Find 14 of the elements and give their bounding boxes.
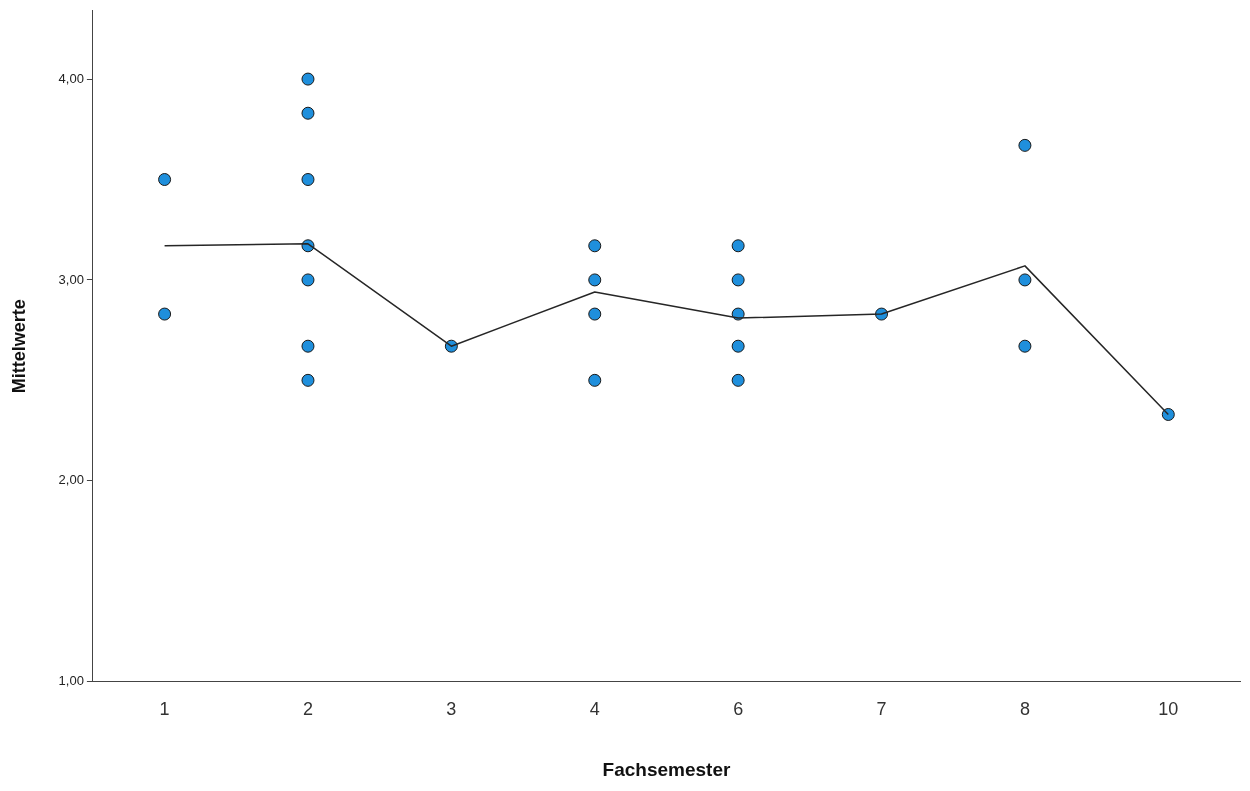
x-tick-label: 7: [876, 699, 887, 720]
x-tick-label: 10: [1158, 699, 1179, 720]
x-tick-label: 6: [733, 699, 744, 720]
x-tick-label: 3: [446, 699, 457, 720]
y-tick-label: 4,00: [58, 70, 84, 86]
y-axis-title: Mittelwerte: [8, 299, 29, 394]
y-tick-label: 3,00: [58, 271, 84, 287]
x-axis-title: Fachsemester: [602, 758, 731, 780]
y-tick-label: 1,00: [58, 673, 84, 689]
y-tick-label: 2,00: [58, 472, 84, 488]
x-tick-label: 2: [302, 699, 313, 720]
x-tick-label: 8: [1019, 699, 1030, 720]
x-tick-label: 4: [589, 699, 600, 720]
x-tick-label: 1: [159, 699, 170, 720]
